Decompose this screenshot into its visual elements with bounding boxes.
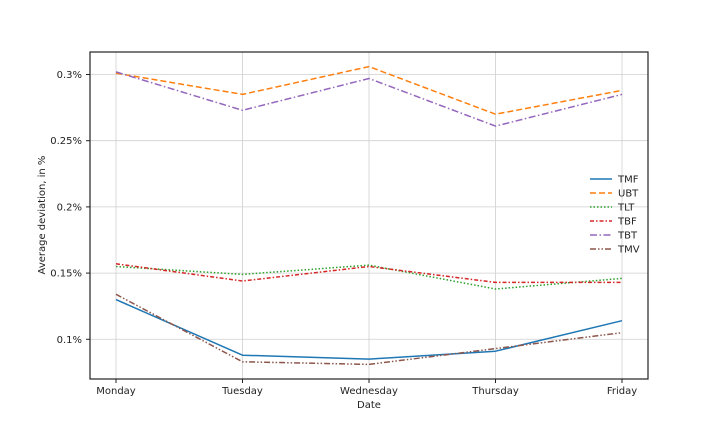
y-tick-label: 0.2% (57, 202, 82, 213)
y-tick-label: 0.25% (50, 136, 82, 147)
legend-label: UBT (618, 189, 639, 200)
series-layer (115, 65, 623, 366)
x-tick-label: Tuesday (221, 386, 263, 397)
y-tick-label: 0.1% (57, 335, 82, 346)
x-tick-label: Thursday (471, 386, 519, 397)
x-tick-label: Wednesday (340, 386, 398, 397)
legend-label: TMV (617, 245, 640, 256)
legend-label: TBT (617, 231, 638, 242)
legend-label: TLT (617, 203, 635, 214)
x-axis-label: Date (357, 400, 381, 411)
series-line-ubt (115, 65, 623, 115)
y-axis-label: Average deviation, in % (37, 156, 48, 275)
y-tick-label: 0.3% (57, 70, 82, 81)
series-line-tbt (115, 71, 623, 127)
series-line-tlt (115, 264, 623, 290)
series-line-tmv (115, 293, 623, 366)
y-tick-label: 0.15% (50, 269, 82, 280)
legend-label: TMF (617, 175, 639, 186)
y-axis-ticks: 0.1% 0.15% 0.2% 0.25% 0.3% (50, 70, 90, 346)
x-tick-label: Friday (607, 386, 637, 397)
legend-label: TBF (617, 217, 637, 228)
series-line-tbf (115, 263, 622, 284)
x-axis-ticks: Monday Tuesday Wednesday Thursday Friday (96, 379, 637, 397)
x-tick-label: Monday (96, 386, 136, 397)
legend: TMF UBT TLT TBF TBT TMV (590, 175, 640, 256)
series-line-tmf (115, 298, 623, 360)
